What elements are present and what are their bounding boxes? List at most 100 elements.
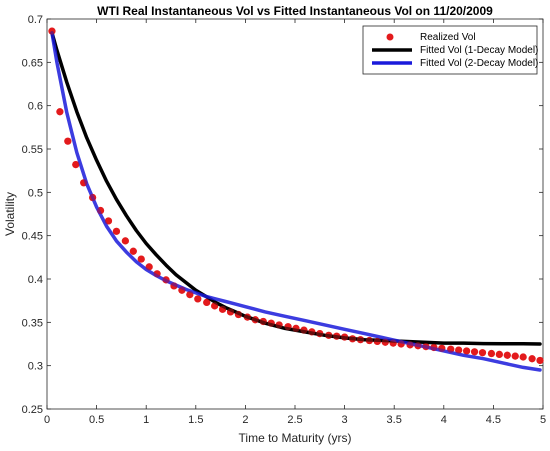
realized-vol-point-overlay <box>121 237 129 245</box>
series-layer <box>48 27 544 372</box>
realized-vol-point-overlay <box>365 336 373 345</box>
y-tick-label: 0.5 <box>28 187 43 199</box>
realized-vol-point-overlay <box>397 340 405 348</box>
realized-vol-point-overlay <box>478 349 487 357</box>
realized-vol-point <box>487 349 496 358</box>
x-tick-label: 1.5 <box>188 414 203 426</box>
realized-vol-point-overlay <box>519 353 527 361</box>
legend-label-2-decay: Fitted Vol (2-Decay Model) <box>420 58 538 69</box>
realized-vol-point <box>129 247 137 255</box>
realized-vol-point <box>112 227 121 235</box>
x-axis-title: Time to Maturity (yrs) <box>239 431 352 445</box>
realized-vol-point <box>455 346 463 354</box>
realized-vol-point-overlay <box>438 344 446 352</box>
realized-vol-point <box>503 351 511 359</box>
realized-vol-point-overlay <box>463 347 471 355</box>
realized-vol-point-overlay <box>211 302 219 310</box>
realized-vol-point-overlay <box>430 343 438 352</box>
realized-vol-point-overlay <box>112 227 121 235</box>
realized-vol-point-overlay <box>153 270 161 278</box>
realized-vol-point-overlay <box>218 305 227 313</box>
y-axis-title: Volatility <box>3 192 17 236</box>
y-tick-label: 0.45 <box>22 231 43 243</box>
realized-vol-point-overlay <box>72 161 80 169</box>
legend-label-realized-vol: Realized Vol <box>420 32 476 43</box>
realized-vol-point-overlay <box>80 179 88 187</box>
series-1-decay-line <box>50 31 542 346</box>
realized-vol-point <box>470 348 479 356</box>
x-tick-label: 4.5 <box>486 414 501 426</box>
realized-vol-point <box>194 295 202 303</box>
realized-vol-point <box>203 298 211 306</box>
realized-vol-point <box>478 349 487 357</box>
realized-vol-point <box>536 356 544 365</box>
y-tick-label: 0.55 <box>22 144 43 156</box>
x-tick-label: 2.5 <box>287 414 302 426</box>
realized-vol-point <box>56 108 64 116</box>
realized-vol-point-overlay <box>511 352 519 360</box>
legend-label-1-decay: Fitted Vol (1-Decay Model) <box>420 45 538 56</box>
realized-vol-point <box>72 161 80 169</box>
realized-vol-point-overlay <box>64 137 72 145</box>
realized-vol-point-overlay <box>170 282 178 290</box>
realized-vol-point-overlay <box>300 326 308 334</box>
realized-vol-point-overlay <box>129 247 137 255</box>
realized-vol-point <box>64 137 72 145</box>
realized-vol-point-overlay <box>470 348 479 356</box>
realized-vol-point-overlay <box>292 324 300 332</box>
realized-vol-point-overlay <box>414 342 422 350</box>
realized-vol-point-overlay <box>89 193 97 202</box>
realized-vol-point-overlay <box>333 332 341 340</box>
realized-vol-point-overlay <box>284 323 292 331</box>
legend: Realized Vol Fitted Vol (1-Decay Model) … <box>362 25 538 75</box>
y-tick-label: 0.7 <box>28 14 43 26</box>
realized-vol-point-overlay <box>145 263 153 271</box>
realized-vol-point <box>511 352 519 360</box>
realized-vol-point-overlay <box>243 313 251 321</box>
realized-vol-point-overlay <box>536 356 544 365</box>
realized-vol-point-overlay <box>178 286 186 294</box>
realized-vol-point-overlay <box>194 295 202 303</box>
realized-vol-point-overlay <box>373 337 381 345</box>
ticks-layer: 0 0.5 1 1.5 2 2.5 3 3.5 4 4.5 5 0.25 0.3 0.35 0.4 0.45 0… <box>22 14 546 426</box>
realized-vol-point <box>495 350 503 358</box>
legend-marker-realized-vol <box>386 33 394 41</box>
realized-vol-point <box>519 353 527 361</box>
x-tick-label: 3 <box>342 414 348 426</box>
x-tick-label: 1 <box>143 414 149 426</box>
realized-vol-point-overlay <box>251 316 259 324</box>
realized-vol-point-overlay <box>267 319 275 327</box>
realized-vol-point-overlay <box>325 331 333 339</box>
realized-vol-point-overlay <box>356 336 365 344</box>
y-tick-label: 0.35 <box>22 317 43 329</box>
realized-vol-point-overlay <box>455 346 463 354</box>
realized-vol-point-overlay <box>96 206 105 215</box>
realized-vol-point-overlay <box>447 345 455 353</box>
series-realized-vol-overlay <box>48 27 544 365</box>
realized-vol-point <box>137 255 145 263</box>
realized-vol-point-overlay <box>259 317 267 326</box>
realized-vol-point-overlay <box>203 298 211 306</box>
realized-vol-point-overlay <box>162 276 170 284</box>
plot-area: 0 0.5 1 1.5 2 2.5 3 3.5 4 4.5 5 0.25 0.3 0.35 0.4 0.45 0… <box>22 14 546 426</box>
realized-vol-point-overlay <box>348 335 357 343</box>
realized-vol-point <box>121 237 129 245</box>
realized-vol-point-overlay <box>381 338 389 346</box>
realized-vol-point-overlay <box>56 108 64 116</box>
realized-vol-point-overlay <box>389 339 397 347</box>
realized-vol-point-overlay <box>487 349 496 358</box>
y-tick-label: 0.25 <box>22 404 43 416</box>
x-tick-label: 2 <box>242 414 248 426</box>
realized-vol-point-overlay <box>503 351 511 359</box>
x-tick-label: 5 <box>540 414 546 426</box>
y-tick-label: 0.65 <box>22 57 43 69</box>
realized-vol-point-overlay <box>308 328 316 336</box>
y-tick-label: 0.3 <box>28 361 43 373</box>
realized-vol-point-overlay <box>234 310 243 319</box>
chart-title: WTI Real Instantaneous Vol vs Fitted Ins… <box>97 4 493 18</box>
series-2-decay-line <box>50 31 542 372</box>
realized-vol-point-overlay <box>316 330 324 338</box>
x-tick-label: 0 <box>44 414 50 426</box>
realized-vol-point-overlay <box>422 343 430 351</box>
